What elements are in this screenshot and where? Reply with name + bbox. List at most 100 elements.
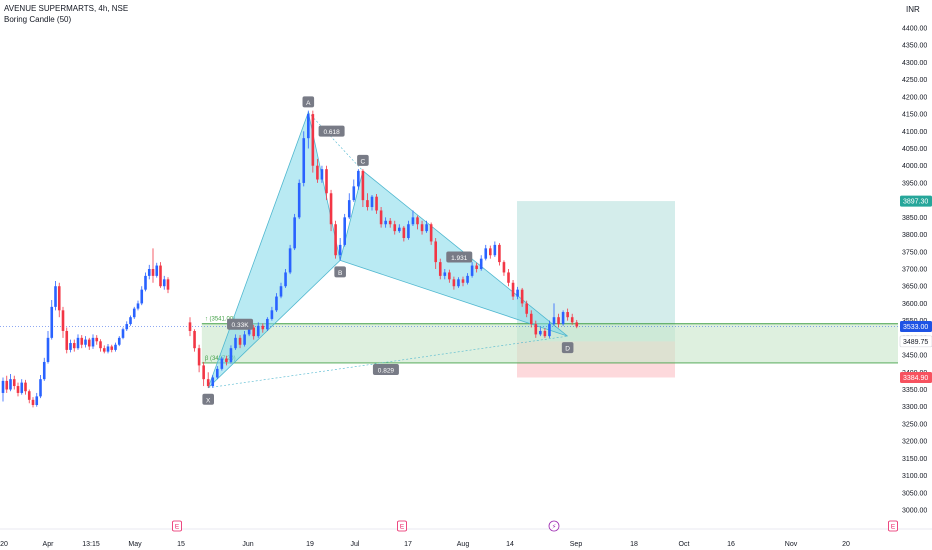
- candle-body: [525, 303, 528, 314]
- candle-body: [65, 330, 69, 350]
- y-tick-label: 4350.00: [902, 43, 927, 50]
- candle-body: [398, 227, 401, 232]
- candle-body: [347, 200, 351, 218]
- pattern-point-D-bg: [561, 342, 574, 354]
- candle-body: [566, 312, 569, 318]
- candle-body: [361, 170, 365, 201]
- candle-body: [159, 265, 162, 287]
- x-tick-label: 20: [842, 541, 850, 548]
- x-tick-label: 20: [0, 541, 8, 548]
- candle-body: [129, 317, 132, 325]
- zone-badge-bg: [227, 318, 254, 330]
- candle-body: [448, 272, 451, 280]
- x-tick-label: Nov: [785, 541, 798, 548]
- candle-body: [162, 279, 166, 287]
- y-tick-label: 3650.00: [902, 284, 927, 291]
- candle-body: [279, 286, 283, 297]
- x-tick-label: Aug: [457, 541, 470, 548]
- candle-body: [429, 224, 433, 242]
- candle-body: [316, 165, 319, 180]
- candle-body: [420, 224, 424, 232]
- y-tick-label: 4200.00: [902, 94, 927, 101]
- candle-body: [46, 337, 50, 362]
- y-tick-label: 3950.00: [902, 180, 927, 187]
- candle-body: [384, 220, 387, 225]
- candle-body: [461, 279, 465, 283]
- y-tick-label: 4300.00: [902, 60, 927, 67]
- candle-body: [147, 269, 151, 276]
- event-marker: E: [175, 524, 180, 531]
- pattern-ac-line: [308, 112, 364, 172]
- candle-body: [238, 337, 242, 345]
- candle-body: [534, 324, 538, 335]
- x-tick-label: 19: [306, 541, 314, 548]
- candle-body: [457, 279, 460, 287]
- x-tick-label: 14: [506, 541, 514, 548]
- y-tick-label: 4400.00: [902, 26, 927, 33]
- candle-body: [352, 186, 356, 201]
- event-marker: ⚡: [552, 524, 557, 531]
- candle-body: [84, 339, 87, 345]
- candle-body: [76, 337, 80, 349]
- price-label-entry-bg: [899, 335, 932, 348]
- candle-body: [42, 361, 46, 380]
- candle-body: [543, 330, 547, 337]
- price-label-entry: 3489.75: [903, 339, 928, 346]
- x-tick-label: 18: [630, 541, 638, 548]
- candle-body: [117, 337, 121, 345]
- candle-body: [69, 343, 72, 350]
- candle-body: [151, 269, 155, 276]
- candle-body: [379, 210, 383, 225]
- event-marker-bg: [397, 520, 407, 532]
- candle-body: [511, 282, 515, 297]
- candle-body: [570, 317, 574, 323]
- candle-body: [132, 308, 136, 318]
- candle-body: [144, 275, 147, 290]
- price-label-last-bg: [900, 320, 932, 332]
- candle-body: [125, 324, 129, 330]
- candle-body: [516, 289, 519, 297]
- candle-body: [520, 289, 524, 304]
- y-tick-label: 3800.00: [902, 232, 927, 239]
- y-tick-label: 4050.00: [902, 146, 927, 153]
- candle-body: [261, 325, 265, 330]
- pattern-point-C-bg: [357, 154, 369, 166]
- candle-body: [202, 365, 205, 380]
- candle-body: [140, 289, 144, 304]
- y-tick-label: 3100.00: [902, 473, 927, 480]
- indicator-label[interactable]: Boring Candle (50): [4, 15, 72, 24]
- symbol-title[interactable]: AVENUE SUPERMARTS, 4h, NSE: [4, 4, 129, 13]
- candle-body: [266, 318, 269, 330]
- pattern-point-X: X: [206, 397, 211, 404]
- y-tick-label: 3150.00: [902, 456, 927, 463]
- candle-body: [35, 396, 39, 405]
- pattern-point-A: A: [306, 100, 311, 107]
- ratio-label-bg: [446, 251, 473, 263]
- candle-body: [493, 244, 497, 256]
- candle-body: [5, 380, 9, 390]
- candle-body: [99, 341, 102, 349]
- x-tick-label: Apr: [43, 541, 55, 548]
- pattern-point-B-bg: [334, 266, 346, 278]
- candle-body: [91, 337, 95, 347]
- candle-body: [402, 227, 406, 239]
- candle-body: [197, 348, 201, 366]
- y-tick-label: 3750.00: [902, 249, 927, 256]
- pattern-point-A-bg: [302, 96, 315, 108]
- candle-body: [61, 310, 65, 331]
- candle-body: [302, 138, 306, 183]
- x-tick-label: Oct: [679, 541, 690, 548]
- candle-body: [489, 248, 492, 256]
- candle-body: [220, 358, 224, 369]
- candle-body: [388, 220, 392, 225]
- candle-body: [24, 382, 27, 392]
- ratio-label-bg: [372, 363, 399, 375]
- y-tick-label: 3000.00: [902, 508, 927, 515]
- candle-body: [20, 382, 24, 393]
- candle-body: [252, 327, 255, 337]
- candle-body: [288, 248, 292, 273]
- currency-label: INR: [906, 5, 920, 14]
- x-tick-label: Jun: [242, 541, 253, 548]
